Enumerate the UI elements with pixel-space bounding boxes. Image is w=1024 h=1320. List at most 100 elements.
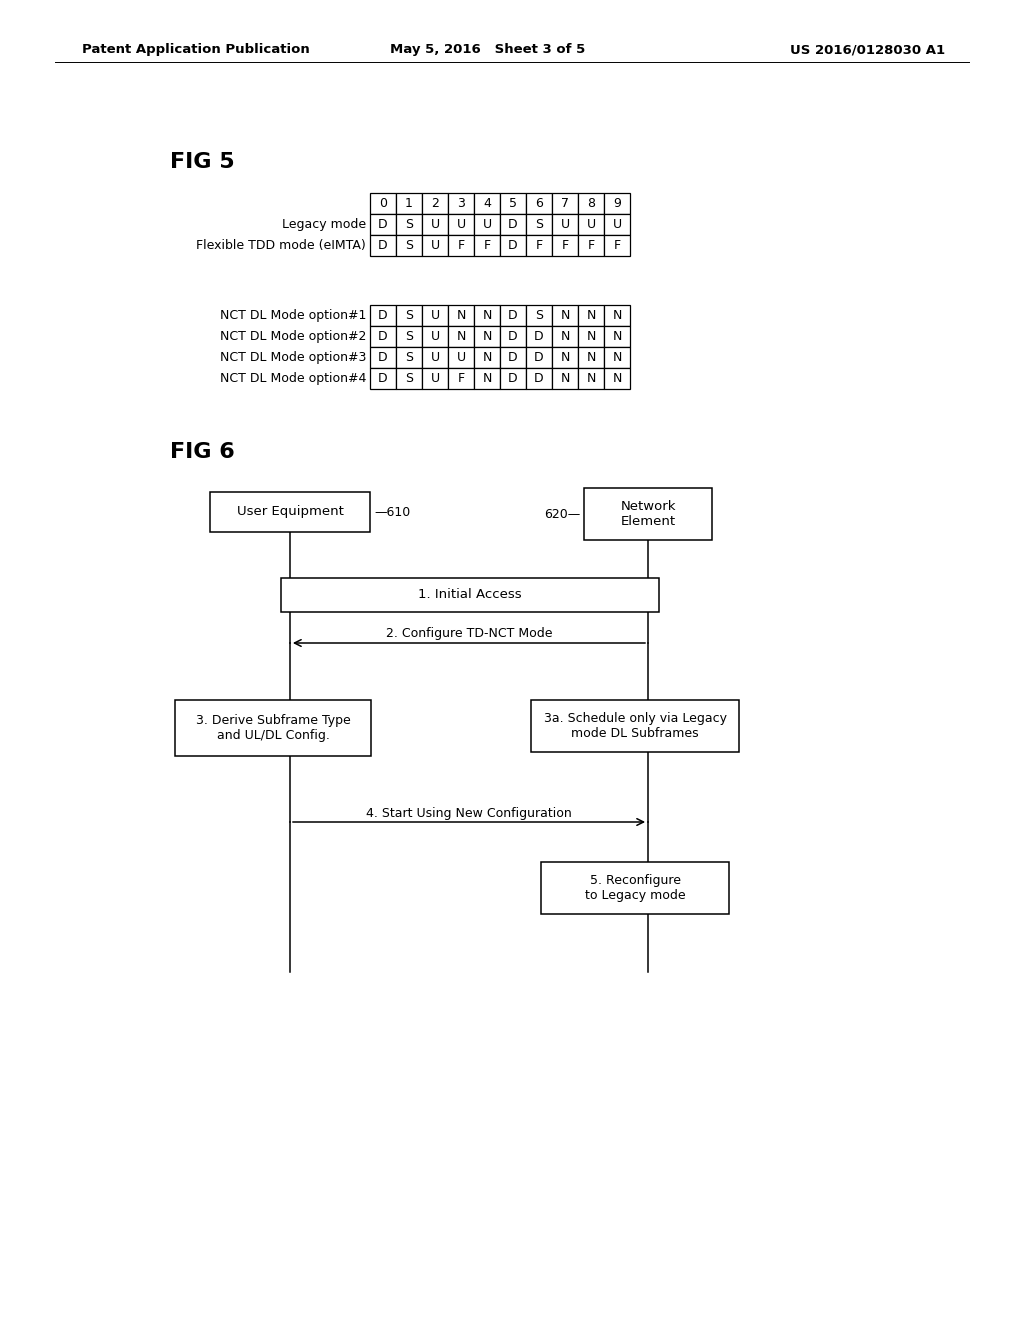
Text: Legacy mode: Legacy mode — [282, 218, 366, 231]
Text: D: D — [535, 330, 544, 343]
Bar — [474, 193, 500, 214]
Text: F: F — [458, 239, 465, 252]
Bar — [449, 214, 474, 235]
Text: D: D — [508, 351, 518, 364]
Bar — [552, 305, 578, 326]
Bar — [422, 193, 449, 214]
Bar — [604, 368, 630, 389]
Bar — [500, 305, 526, 326]
Bar — [175, 700, 371, 756]
Bar — [526, 235, 552, 256]
Text: D: D — [378, 218, 388, 231]
Text: 8: 8 — [587, 197, 595, 210]
Bar — [552, 193, 578, 214]
Bar — [370, 368, 396, 389]
Bar — [474, 305, 500, 326]
Text: 3: 3 — [457, 197, 465, 210]
Bar — [578, 347, 604, 368]
Bar — [449, 193, 474, 214]
Text: —610: —610 — [374, 506, 411, 519]
Text: F: F — [613, 239, 621, 252]
Bar — [500, 235, 526, 256]
Text: N: N — [560, 351, 569, 364]
Text: N: N — [612, 330, 622, 343]
Text: N: N — [457, 309, 466, 322]
Text: 4: 4 — [483, 197, 490, 210]
Text: U: U — [482, 218, 492, 231]
Bar — [422, 368, 449, 389]
Bar — [500, 326, 526, 347]
Bar — [578, 235, 604, 256]
Bar — [584, 488, 712, 540]
Text: U: U — [430, 330, 439, 343]
Bar — [396, 326, 422, 347]
Text: S: S — [406, 309, 413, 322]
Text: NCT DL Mode option#1: NCT DL Mode option#1 — [219, 309, 366, 322]
Bar — [281, 578, 659, 612]
Text: 2: 2 — [431, 197, 439, 210]
Bar — [500, 347, 526, 368]
Text: 1. Initial Access: 1. Initial Access — [418, 589, 522, 602]
Text: N: N — [560, 309, 569, 322]
Bar — [604, 326, 630, 347]
Bar — [370, 305, 396, 326]
Text: Flexible TDD mode (eIMTA): Flexible TDD mode (eIMTA) — [197, 239, 366, 252]
Bar — [449, 368, 474, 389]
Text: FIG 6: FIG 6 — [170, 442, 234, 462]
Text: S: S — [535, 218, 543, 231]
Text: D: D — [378, 239, 388, 252]
Text: 2. Configure TD-NCT Mode: 2. Configure TD-NCT Mode — [386, 627, 552, 640]
Text: NCT DL Mode option#2: NCT DL Mode option#2 — [219, 330, 366, 343]
Text: F: F — [458, 372, 465, 385]
Text: D: D — [508, 218, 518, 231]
Text: D: D — [508, 239, 518, 252]
Bar — [604, 214, 630, 235]
Bar — [552, 368, 578, 389]
Text: U: U — [457, 351, 466, 364]
Bar — [578, 193, 604, 214]
Text: N: N — [587, 351, 596, 364]
Text: 4. Start Using New Configuration: 4. Start Using New Configuration — [367, 807, 571, 820]
Bar — [370, 193, 396, 214]
Bar — [500, 368, 526, 389]
Bar — [526, 347, 552, 368]
Bar — [370, 326, 396, 347]
Text: N: N — [482, 351, 492, 364]
Text: S: S — [535, 309, 543, 322]
Text: FIG 5: FIG 5 — [170, 152, 234, 172]
Text: D: D — [378, 330, 388, 343]
Text: NCT DL Mode option#3: NCT DL Mode option#3 — [219, 351, 366, 364]
Text: D: D — [508, 309, 518, 322]
Text: N: N — [587, 372, 596, 385]
Text: D: D — [508, 372, 518, 385]
Text: D: D — [508, 330, 518, 343]
Text: D: D — [378, 372, 388, 385]
Text: D: D — [535, 372, 544, 385]
Text: D: D — [378, 309, 388, 322]
Text: 3. Derive Subframe Type
and UL/DL Config.: 3. Derive Subframe Type and UL/DL Config… — [196, 714, 350, 742]
Text: 3a. Schedule only via Legacy
mode DL Subframes: 3a. Schedule only via Legacy mode DL Sub… — [544, 711, 726, 741]
Bar — [531, 700, 739, 752]
Text: N: N — [482, 309, 492, 322]
Text: U: U — [457, 218, 466, 231]
Bar — [422, 235, 449, 256]
Text: F: F — [588, 239, 595, 252]
Text: N: N — [457, 330, 466, 343]
Bar — [370, 347, 396, 368]
Bar — [396, 305, 422, 326]
Bar — [422, 347, 449, 368]
Bar — [552, 214, 578, 235]
Bar — [474, 368, 500, 389]
Bar — [552, 347, 578, 368]
Text: U: U — [430, 351, 439, 364]
Text: N: N — [482, 330, 492, 343]
Text: 5: 5 — [509, 197, 517, 210]
Text: U: U — [612, 218, 622, 231]
Text: U: U — [430, 239, 439, 252]
Bar — [422, 214, 449, 235]
Text: Patent Application Publication: Patent Application Publication — [82, 44, 309, 57]
Text: 6: 6 — [536, 197, 543, 210]
Text: Network
Element: Network Element — [621, 500, 676, 528]
Bar — [500, 214, 526, 235]
Text: 620—: 620— — [544, 507, 580, 520]
